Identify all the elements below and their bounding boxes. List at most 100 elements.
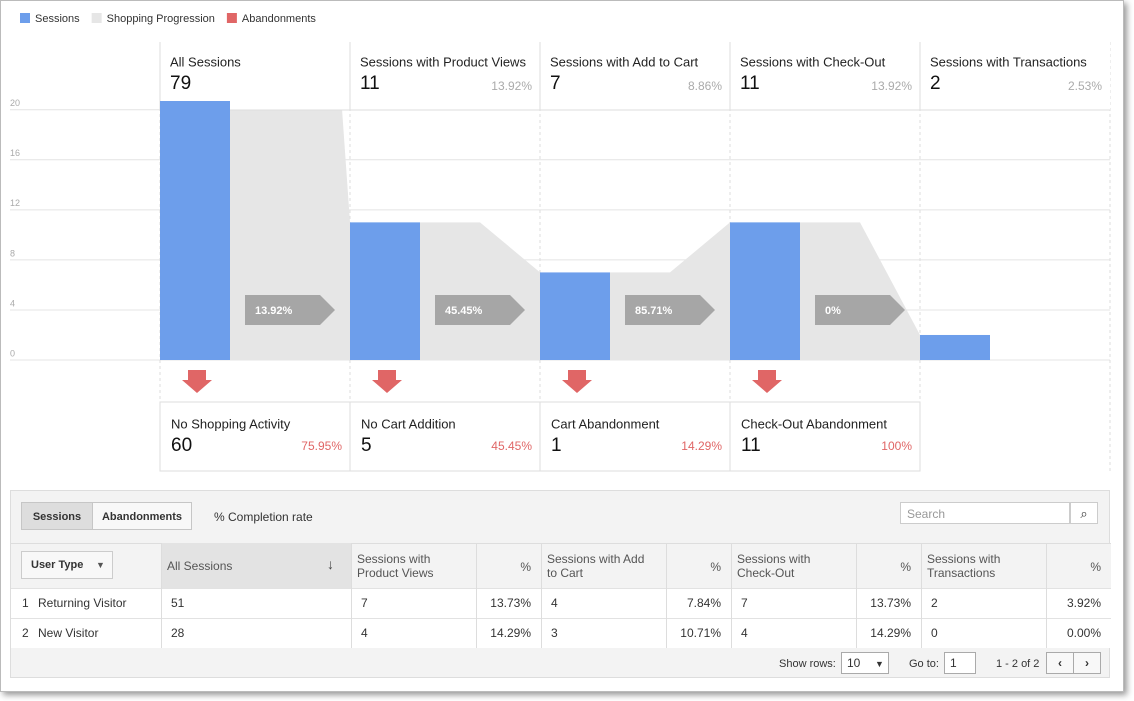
- abandonment-arrow: [182, 370, 212, 393]
- cell: 14.29%: [870, 626, 911, 640]
- stage-name: Sessions with Add to Cart: [550, 54, 699, 69]
- abandonment-value: 5: [361, 435, 372, 456]
- cell: 10.71%: [680, 626, 721, 640]
- conversion-arrow: [435, 295, 525, 325]
- cell: 4: [361, 626, 368, 640]
- stage-share: 13.92%: [871, 79, 912, 93]
- column-border: [476, 543, 477, 648]
- abandonment-percent: 14.29%: [681, 439, 722, 453]
- y-tick-label: 0: [10, 348, 15, 358]
- sort-arrow: ↓: [327, 556, 334, 572]
- column-border: [541, 543, 542, 648]
- search-button[interactable]: ⌕: [1070, 502, 1098, 524]
- column-header: Sessions with Transactions: [927, 552, 1001, 580]
- stage-value: 2: [930, 73, 941, 94]
- cell: 3.92%: [1066, 596, 1101, 610]
- y-tick-label: 12: [10, 198, 20, 208]
- row-dimension[interactable]: New Visitor: [38, 626, 99, 640]
- row-dimension[interactable]: Returning Visitor: [38, 596, 127, 610]
- abandonment-box: [729, 401, 921, 472]
- rows-select[interactable]: 10: [841, 652, 889, 674]
- cell: 28: [171, 626, 185, 640]
- tab-sessions[interactable]: Sessions: [21, 502, 93, 530]
- bar: [160, 101, 230, 360]
- column-header: Sessions with Product Views: [357, 552, 434, 580]
- column-header: Sessions with Add to Cart: [547, 552, 645, 580]
- search-box[interactable]: Search: [900, 502, 1070, 524]
- cell: 7.84%: [686, 596, 721, 610]
- goto-input[interactable]: 1: [944, 652, 976, 674]
- range-label: 1 - 2 of 2: [996, 658, 1040, 670]
- column-border: [161, 543, 162, 648]
- bar: [540, 272, 610, 360]
- column-header[interactable]: All Sessions: [167, 559, 233, 573]
- bar: [350, 222, 420, 360]
- abandonment-value: 11: [741, 435, 761, 456]
- abandonment-arrow: [372, 370, 402, 393]
- abandonment-value: 60: [171, 435, 192, 456]
- column-border: [921, 543, 922, 648]
- cell: 4: [741, 626, 748, 640]
- dimension-button[interactable]: User Type: [21, 551, 113, 579]
- table-row: [11, 618, 1111, 648]
- cell: 14.29%: [490, 626, 531, 640]
- stage-value: 79: [170, 73, 191, 94]
- legend-swatch: [91, 13, 102, 23]
- legend-label: Sessions: [35, 13, 80, 25]
- stage-header: [730, 42, 920, 110]
- conversion-rate: 0%: [825, 305, 841, 317]
- cell: 4: [551, 596, 558, 610]
- table-panel: Sessions Abandonments % Completion rate Sea…: [10, 490, 1111, 678]
- legend-swatch: [226, 13, 237, 23]
- progression-area: [610, 222, 730, 360]
- abandonment-arrow: [562, 370, 592, 393]
- cell: 13.73%: [490, 596, 531, 610]
- cell: 0.00%: [1066, 626, 1101, 640]
- row-index: 2: [22, 626, 29, 640]
- abandonment-name: No Shopping Activity: [171, 416, 291, 431]
- select-caret: ▼: [875, 659, 884, 669]
- cell: 51: [171, 596, 185, 610]
- prev-button[interactable]: ‹: [1046, 652, 1074, 674]
- y-tick-label: 4: [10, 298, 15, 308]
- abandonment-name: Check-Out Abandonment: [741, 416, 887, 431]
- column-border: [856, 543, 857, 648]
- y-tick-label: 20: [10, 98, 20, 108]
- completion-label: % Completion rate: [214, 510, 313, 524]
- stage-name: Sessions with Product Views: [360, 54, 526, 69]
- legend-swatch: [20, 13, 30, 23]
- abandonment-percent: 75.95%: [301, 439, 342, 453]
- abandonment-name: Cart Abandonment: [551, 416, 660, 431]
- cell: 7: [361, 596, 368, 610]
- stage-share: 8.86%: [688, 79, 722, 93]
- conversion-rate: 85.71%: [635, 305, 673, 317]
- column-border: [351, 543, 352, 648]
- abandonment-arrow: [752, 370, 782, 393]
- abandonment-name: No Cart Addition: [361, 416, 456, 431]
- abandonment-percent: 100%: [881, 439, 912, 453]
- cell: 2: [931, 596, 938, 610]
- tab-abandonments[interactable]: Abandonments: [92, 502, 192, 530]
- abandonment-box: [539, 401, 731, 472]
- show-rows-label: Show rows:: [779, 658, 836, 670]
- cell: 7: [741, 596, 748, 610]
- abandonment-value: 1: [551, 435, 562, 456]
- cell: 3: [551, 626, 558, 640]
- stage-value: 7: [550, 73, 561, 94]
- chart: Sessions Shopping Progression Abandonments…: [10, 13, 1111, 472]
- dropdown-caret: ▼: [96, 560, 105, 570]
- row-index: 1: [22, 596, 29, 610]
- stage-header: [350, 42, 540, 110]
- next-button[interactable]: ›: [1073, 652, 1101, 674]
- column-border: [731, 543, 732, 648]
- column-header: %: [710, 560, 721, 574]
- abandonment-box: [349, 401, 541, 472]
- bar: [920, 334, 990, 360]
- stage-header: [920, 42, 1110, 110]
- stage-share: 13.92%: [491, 79, 532, 93]
- y-tick-label: 16: [10, 148, 20, 158]
- column-header: %: [1090, 560, 1101, 574]
- stage-header: [160, 42, 350, 110]
- bar: [730, 222, 800, 360]
